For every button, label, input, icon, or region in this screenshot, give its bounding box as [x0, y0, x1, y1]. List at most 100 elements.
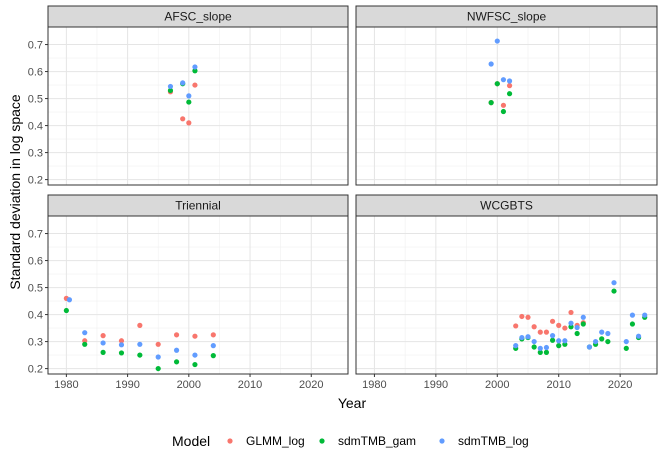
- panels-layer: AFSC_slope 0.2 0.3 0.4 0.5 0.6 0.7 NWFSC_slope T…: [28, 5, 658, 391]
- data-point: [155, 341, 161, 347]
- data-point: [494, 81, 500, 87]
- data-point: [549, 318, 556, 324]
- legend-title: Model: [172, 433, 210, 449]
- legend-label: sdmTMB_log: [458, 434, 529, 448]
- data-point: [629, 312, 636, 318]
- x-tick-label: 1980: [54, 379, 78, 391]
- data-point: [192, 333, 198, 339]
- series-sdmtmb-gam: [63, 307, 216, 372]
- data-point: [210, 353, 216, 359]
- legend-key: [319, 438, 325, 444]
- y-tick-label: 0.7: [28, 40, 43, 52]
- panel-background: [356, 216, 657, 374]
- y-tick-label: 0.3: [28, 337, 43, 349]
- series-sdmtmb-log: [66, 297, 216, 360]
- series-sdmtmb-log: [513, 280, 648, 351]
- data-point: [118, 350, 125, 356]
- data-point: [568, 309, 574, 316]
- data-point: [531, 324, 537, 330]
- legend-label: sdmTMB_gam: [338, 434, 416, 448]
- data-point: [82, 330, 88, 336]
- data-point: [506, 83, 513, 89]
- y-axis-title: Standard deviation in log space: [7, 94, 23, 290]
- data-point: [488, 100, 494, 106]
- data-point: [500, 102, 507, 108]
- data-point: [506, 78, 513, 84]
- data-point: [186, 93, 192, 99]
- data-point: [629, 321, 636, 327]
- panel-border: [355, 215, 658, 375]
- x-axis-title: Year: [338, 395, 367, 411]
- data-point: [537, 345, 543, 351]
- data-point: [192, 352, 198, 358]
- data-point: [605, 330, 611, 337]
- data-point: [642, 312, 648, 318]
- panel-afsc-slope: AFSC_slope 0.2 0.3 0.4 0.5 0.6 0.7: [28, 5, 349, 187]
- legend-entry-sdmtmb-gam: sdmTMB_gam: [319, 434, 416, 448]
- data-point: [537, 329, 543, 335]
- data-point: [623, 338, 629, 345]
- data-point: [574, 330, 580, 337]
- y-tick-label: 0.3: [28, 148, 43, 160]
- data-point: [488, 61, 494, 67]
- y-tick-label: 0.2: [28, 175, 43, 187]
- data-point: [82, 341, 88, 347]
- panel-border: [47, 215, 349, 375]
- data-point: [623, 345, 629, 351]
- y-tick-label: 0.6: [28, 256, 43, 268]
- data-point: [210, 343, 216, 349]
- data-point: [574, 324, 580, 331]
- data-point: [635, 333, 642, 339]
- y-tick-label: 0.4: [28, 121, 43, 133]
- legend-key: [439, 438, 445, 444]
- data-point: [173, 347, 180, 353]
- data-point: [100, 333, 106, 339]
- data-point: [513, 323, 519, 329]
- data-point: [118, 338, 125, 344]
- data-point: [519, 334, 525, 341]
- legend-entry-glmm-log: GLMM_log: [227, 434, 305, 448]
- y-tick-label: 0.2: [28, 364, 43, 376]
- data-point: [543, 344, 550, 351]
- data-point: [556, 322, 562, 328]
- panel-strip-title: Triennial: [175, 199, 221, 213]
- data-point: [173, 359, 180, 365]
- x-tick-label: 1990: [115, 379, 139, 391]
- x-tick-label: 2000: [177, 379, 201, 391]
- data-point: [580, 321, 586, 327]
- data-point: [519, 313, 525, 320]
- data-point: [599, 329, 605, 335]
- data-point: [556, 338, 562, 344]
- x-tick-label: 2010: [546, 379, 570, 391]
- data-point: [562, 325, 568, 331]
- data-point: [506, 91, 513, 97]
- series-sdmtmb-log: [167, 64, 198, 99]
- data-point: [192, 82, 198, 88]
- y-tick-label: 0.4: [28, 310, 43, 322]
- y-tick-label: 0.5: [28, 283, 43, 295]
- data-point: [192, 68, 198, 74]
- panel-background: [48, 216, 348, 374]
- data-point: [155, 354, 161, 360]
- data-point: [137, 352, 143, 358]
- data-point: [543, 329, 550, 335]
- data-point: [210, 332, 216, 338]
- y-tick-label: 0.7: [28, 229, 43, 241]
- x-tick-label: 1990: [424, 379, 448, 391]
- data-point: [549, 333, 556, 339]
- panel-strip-title: WCGBTS: [480, 199, 533, 213]
- data-point: [186, 99, 192, 105]
- data-point: [605, 338, 611, 345]
- data-point: [494, 38, 500, 44]
- y-tick-label: 0.6: [28, 67, 43, 79]
- data-point: [525, 314, 531, 320]
- data-point: [186, 120, 192, 126]
- legend-entry-sdmtmb-log: sdmTMB_log: [439, 434, 529, 448]
- series-sdmtmb-gam: [488, 81, 513, 115]
- data-point: [63, 307, 69, 314]
- x-tick-label: 2000: [485, 379, 509, 391]
- data-point: [100, 340, 106, 346]
- series-sdmtmb-log: [488, 38, 513, 84]
- data-point: [167, 83, 174, 90]
